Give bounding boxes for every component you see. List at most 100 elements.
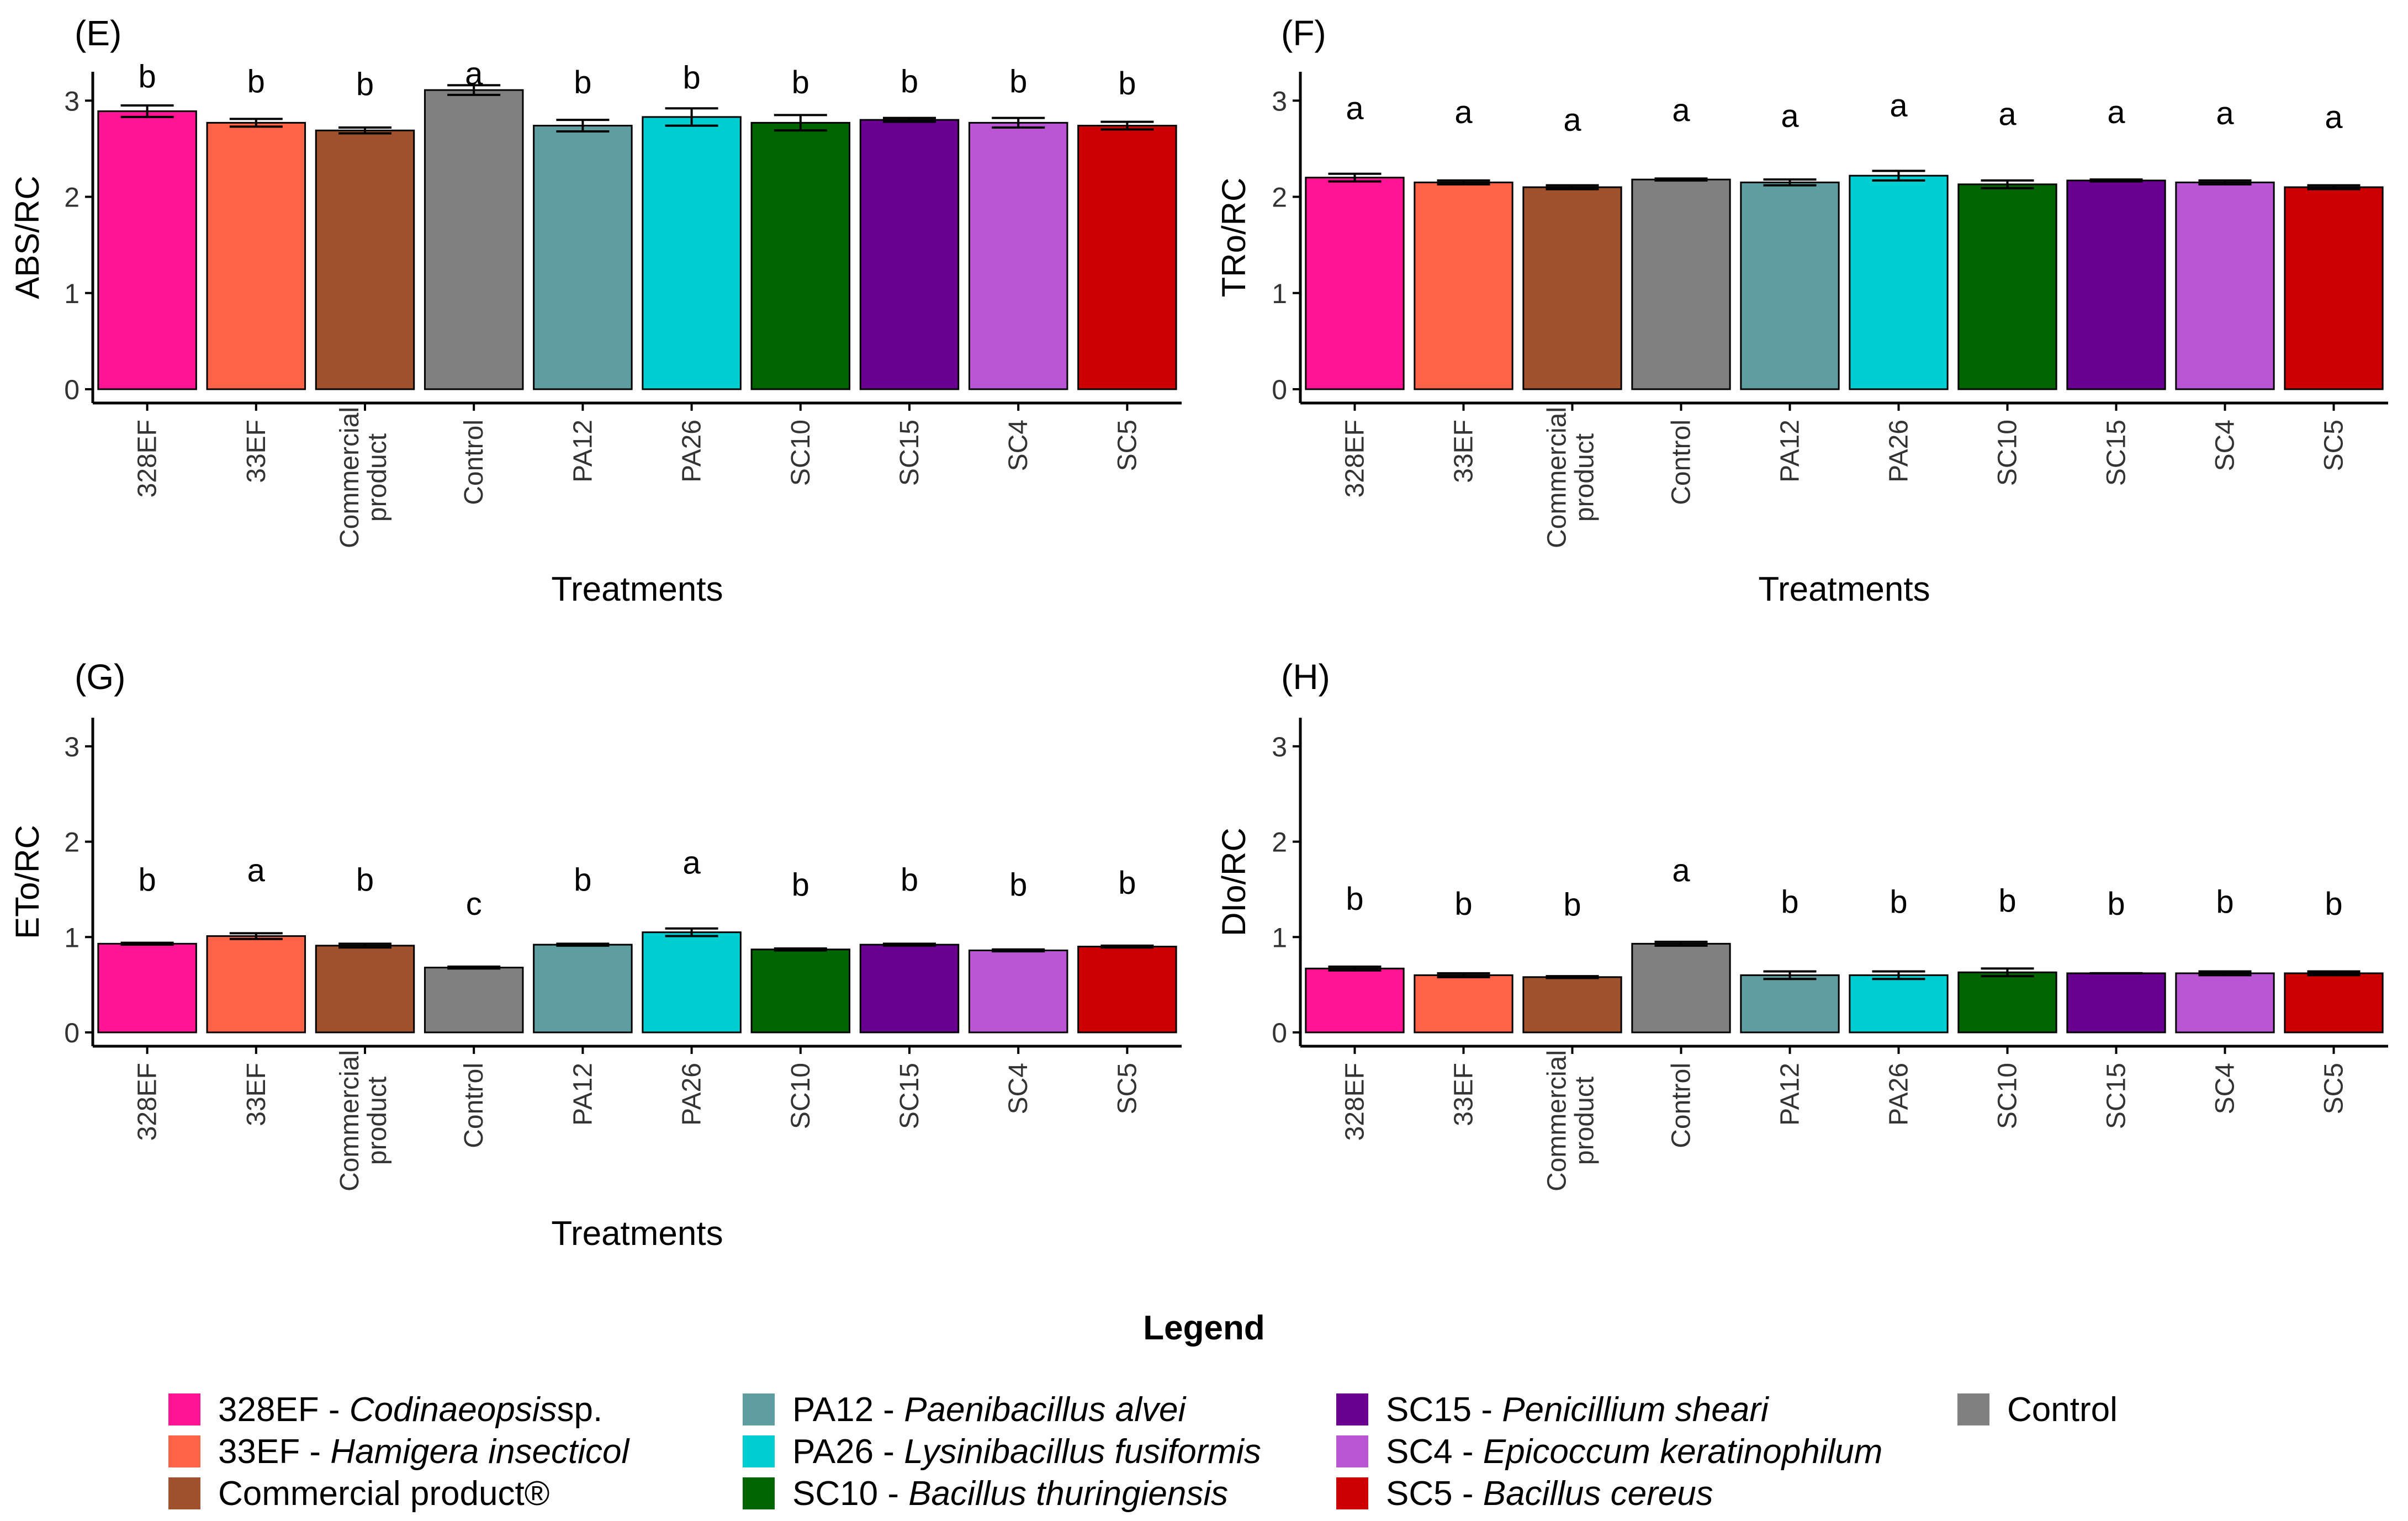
legend-swatch-sc4 [1336,1435,1368,1467]
bar-sc10 [750,948,851,1034]
legend-species: Bacillus thuringiensis [908,1474,1229,1513]
bar-sc5 [1077,125,1177,390]
legend-item-pa26: PA26 - Lysinibacillus fusiformis [743,1430,1261,1472]
significance-letter: a [682,845,701,881]
legend-item-sc15: SC15 - Penicillium sheari [1336,1388,1882,1430]
significance-letter: a [1890,88,1908,124]
significance-letter: b [2216,884,2234,920]
significance-letter: b [1998,883,2016,919]
x-axis-title: Treatments [551,570,723,608]
x-tick-label: PA12 [568,420,597,483]
bar-328ef [97,942,197,1034]
significance-letter: b [792,867,809,903]
bar-328ef [97,110,197,390]
legend-species: Epicoccum keratinophilum [1483,1432,1883,1471]
y-axis-title: DIo/RC [1215,828,1252,936]
x-tick-label: Commercialproduct [1543,1050,1600,1191]
bar-sc5 [2284,972,2384,1034]
legend-species: Lysinibacillus fusiformis [904,1432,1261,1471]
bar-sc10 [1957,971,2057,1034]
legend-item-sc10: SC10 - Bacillus thuringiensis [743,1472,1261,1514]
bar-328ef [1305,177,1405,390]
x-tick-label: PA12 [568,1063,597,1126]
y-tick-label: 0 [64,1017,80,1048]
significance-letter: a [1672,852,1690,888]
x-tick-label: PA26 [678,420,707,483]
y-tick-label: 1 [1272,922,1287,953]
x-tick-label: 33EF [1449,1063,1479,1126]
x-tick-label: SC4 [2211,1063,2240,1114]
legend-swatch-sc15 [1336,1393,1368,1425]
legend-species: Penicillium sheari [1502,1390,1769,1429]
x-tick-label: SC15 [2102,1063,2131,1129]
significance-letter: a [1454,94,1473,130]
x-tick-label: 328EF [133,1063,162,1141]
x-tick-label: SC5 [2320,420,2349,471]
legend-species: Hamigera insecticol [330,1432,629,1471]
panel-label: (F) [1281,13,1326,53]
significance-letter: c [466,886,482,922]
legend-suffix: sp. [557,1390,603,1429]
legend-label: SC5 - [1386,1474,1474,1513]
x-axis-title: Treatments [1758,570,1930,608]
bar-control [1631,942,1731,1034]
significance-letter: a [1563,102,1581,138]
legend-label: 328EF - [218,1390,340,1429]
bar-33ef [1414,974,1513,1034]
legend-item-commercial-product: Commercial product® [168,1472,629,1514]
x-tick-label: Control [459,1063,489,1148]
x-tick-label: PA12 [1776,1063,1805,1126]
significance-letter: a [1998,97,2017,133]
bar-sc4 [968,949,1068,1034]
x-tick-label: SC4 [1004,420,1033,471]
x-tick-label: SC4 [1004,1063,1033,1114]
x-tick-label: SC10 [786,420,816,486]
significance-letter: b [247,63,265,99]
legend-item-sc5: SC5 - Bacillus cereus [1336,1472,1882,1514]
y-tick-label: 2 [1272,182,1287,213]
significance-letter: b [1454,886,1472,922]
bar-pa26 [642,116,742,390]
x-tick-label: 33EF [242,420,271,483]
y-tick-label: 0 [1272,374,1287,405]
legend-item-sc4: SC4 - Epicoccum keratinophilum [1336,1430,1882,1472]
y-tick-label: 1 [1272,278,1287,309]
y-axis-title: ETo/RC [9,825,46,939]
bar-control [424,89,524,390]
bar-33ef [206,935,306,1034]
bar-sc15 [2066,179,2166,390]
significance-letter: a [2216,96,2234,131]
x-tick-label: PA26 [1885,420,1914,483]
legend-species: Paenibacillus alvei [904,1390,1186,1429]
y-tick-label: 3 [64,732,80,762]
significance-letter: b [138,59,156,95]
significance-letter: a [1781,98,1799,134]
y-tick-label: 2 [64,827,80,858]
x-tick-label: SC10 [1993,420,2023,486]
significance-letter: b [1009,63,1027,99]
x-tick-label: SC15 [895,420,924,486]
bar-sc4 [968,121,1068,390]
significance-letter: b [2325,886,2342,922]
bar-33ef [206,121,306,390]
y-tick-label: 3 [64,86,80,116]
x-tick-label: SC4 [2211,420,2240,471]
bar-33ef [1414,181,1513,390]
significance-letter: b [356,862,374,898]
legend-item-control: Control [1957,1388,2118,1430]
bar-sc4 [2175,181,2275,390]
x-tick-label: Commercialproduct [335,407,392,548]
significance-letter: a [2325,99,2343,135]
x-tick-label: SC10 [1993,1063,2023,1129]
y-tick-label: 2 [64,182,80,213]
bar-sc10 [1957,183,2057,390]
legend: Legend 328EF - Codinaeopsis sp. 33EF - H… [0,1292,2408,1521]
bar-commercial-product [315,945,415,1034]
legend-swatch-33ef [168,1435,200,1467]
bar-pa26 [1849,974,1949,1034]
x-tick-label: Control [459,420,489,505]
x-tick-label: PA26 [678,1063,707,1126]
legend-swatch-control [1957,1393,1989,1425]
x-tick-label: 33EF [1449,420,1479,483]
x-tick-label: PA26 [1885,1063,1914,1126]
